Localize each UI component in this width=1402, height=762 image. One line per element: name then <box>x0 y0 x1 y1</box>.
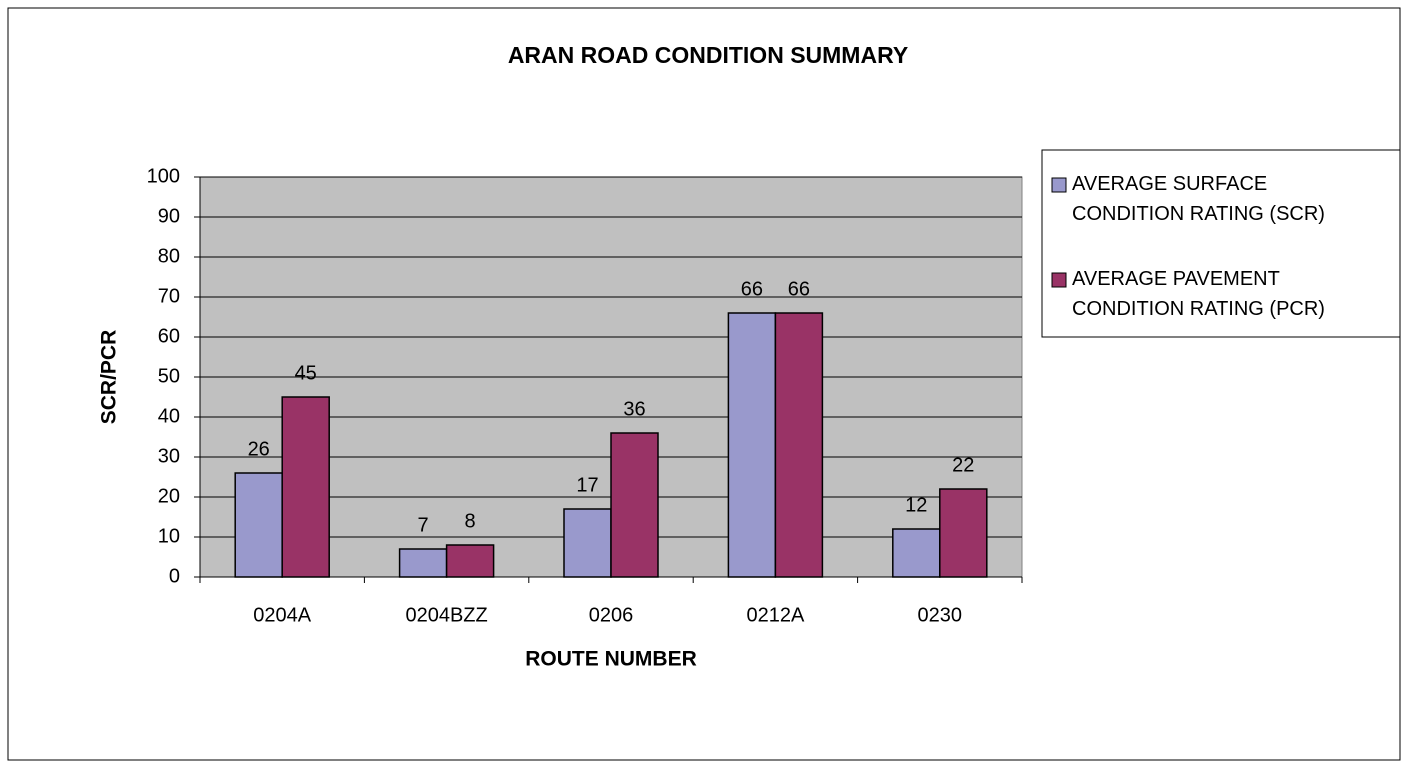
bar <box>563 508 612 578</box>
bar <box>939 488 988 578</box>
y-axis-label: SCR/PCR <box>98 330 121 425</box>
y-tick-label: 60 <box>158 325 180 347</box>
y-tick-label: 30 <box>158 445 180 467</box>
bar <box>445 544 495 578</box>
legend-box <box>1041 149 1401 338</box>
bar <box>727 312 777 578</box>
y-tick-label: 90 <box>158 205 180 227</box>
data-label: 7 <box>418 514 429 536</box>
data-label: 17 <box>576 474 598 496</box>
y-tick-label: 80 <box>158 245 180 267</box>
y-tick-label: 0 <box>169 565 180 587</box>
y-tick-label: 20 <box>158 485 180 507</box>
x-tick-label: 0206 <box>589 604 634 626</box>
bar <box>774 312 824 578</box>
data-label: 22 <box>952 454 974 476</box>
x-tick-label: 0230 <box>918 604 963 626</box>
x-tick-label: 0204A <box>253 604 311 626</box>
y-tick-label: 50 <box>158 365 180 387</box>
y-tick-label: 70 <box>158 285 180 307</box>
bar <box>234 472 283 578</box>
x-tick-label: 0204BZZ <box>405 604 487 626</box>
legend-label: AVERAGE SURFACE CONDITION RATING (SCR) <box>1072 173 1325 225</box>
legend-swatch <box>1051 177 1067 193</box>
bar <box>281 396 330 578</box>
data-label: 45 <box>295 362 317 384</box>
data-label: 36 <box>623 398 645 420</box>
legend-label: AVERAGE PAVEMENT CONDITION RATING (PCR) <box>1072 268 1325 320</box>
y-tick-label: 100 <box>147 165 180 187</box>
data-label: 26 <box>248 438 270 460</box>
bar <box>398 548 448 578</box>
bar <box>892 528 941 578</box>
y-tick-label: 10 <box>158 525 180 547</box>
y-tick-label: 40 <box>158 405 180 427</box>
x-axis-label: ROUTE NUMBER <box>525 648 697 671</box>
chart-title: ARAN ROAD CONDITION SUMMARY <box>508 42 908 68</box>
data-label: 66 <box>741 278 763 300</box>
bar <box>610 432 659 578</box>
legend-swatch <box>1051 272 1067 288</box>
data-label: 12 <box>905 494 927 516</box>
data-label: 8 <box>465 510 476 532</box>
data-label: 66 <box>788 278 810 300</box>
x-tick-label: 0212A <box>746 604 804 626</box>
